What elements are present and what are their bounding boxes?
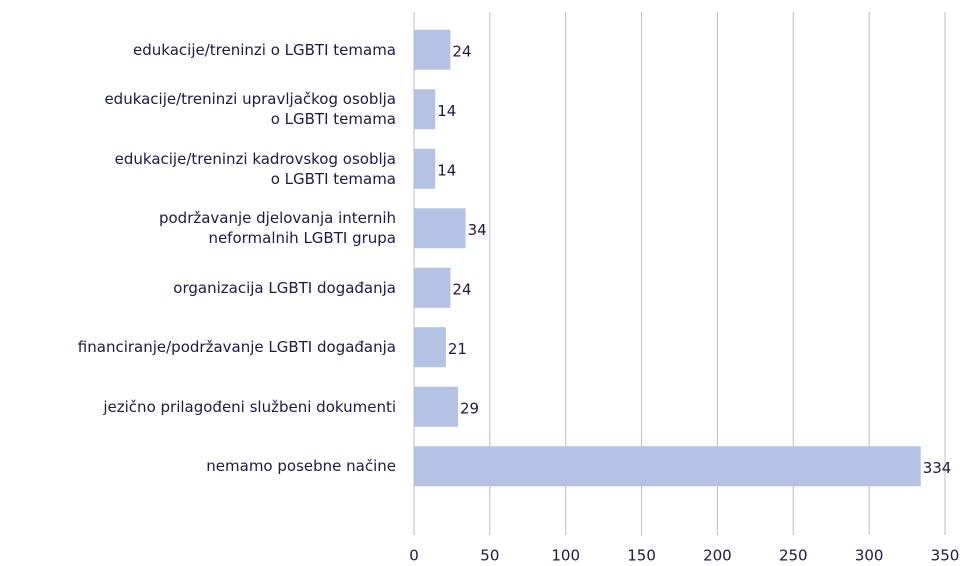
x-tick-label: 50 (480, 547, 499, 565)
bar (414, 446, 921, 487)
bar (414, 89, 436, 130)
value-label: 14 (437, 102, 456, 120)
x-tick-label: 350 (931, 547, 960, 565)
value-label: 29 (460, 399, 479, 417)
value-label: 334 (923, 459, 952, 477)
bar (414, 386, 458, 427)
x-tick-label: 250 (779, 547, 808, 565)
category-label: podržavanje djelovanja internih neformal… (158, 209, 396, 248)
category-label: edukacije/treninzi kadrovskog osoblja o … (114, 149, 396, 188)
x-tick-label: 300 (855, 547, 884, 565)
x-tick-label: 0 (409, 547, 419, 565)
value-label: 34 (468, 221, 487, 239)
x-tick-label: 150 (627, 547, 656, 565)
category-label: jezično prilagođeni službeni dokumenti (103, 397, 396, 416)
x-tick-label: 100 (551, 547, 580, 565)
x-tick-label: 200 (703, 547, 732, 565)
value-label: 24 (452, 42, 471, 60)
bar (414, 327, 446, 368)
value-label: 21 (448, 340, 467, 358)
value-label: 24 (452, 280, 471, 298)
bar (414, 208, 466, 249)
bar (414, 267, 451, 308)
value-label: 14 (437, 161, 456, 179)
bar (414, 29, 451, 70)
category-label: organizacija LGBTI događanja (173, 278, 396, 297)
bar (414, 148, 436, 189)
category-label: edukacije/treninzi o LGBTI temama (133, 40, 396, 59)
category-label: edukacije/treninzi upravljačkog osoblja … (104, 90, 396, 129)
category-label: financiranje/podržavanje LGBTI događanja (77, 338, 396, 357)
category-label: nemamo posebne načine (206, 457, 396, 476)
